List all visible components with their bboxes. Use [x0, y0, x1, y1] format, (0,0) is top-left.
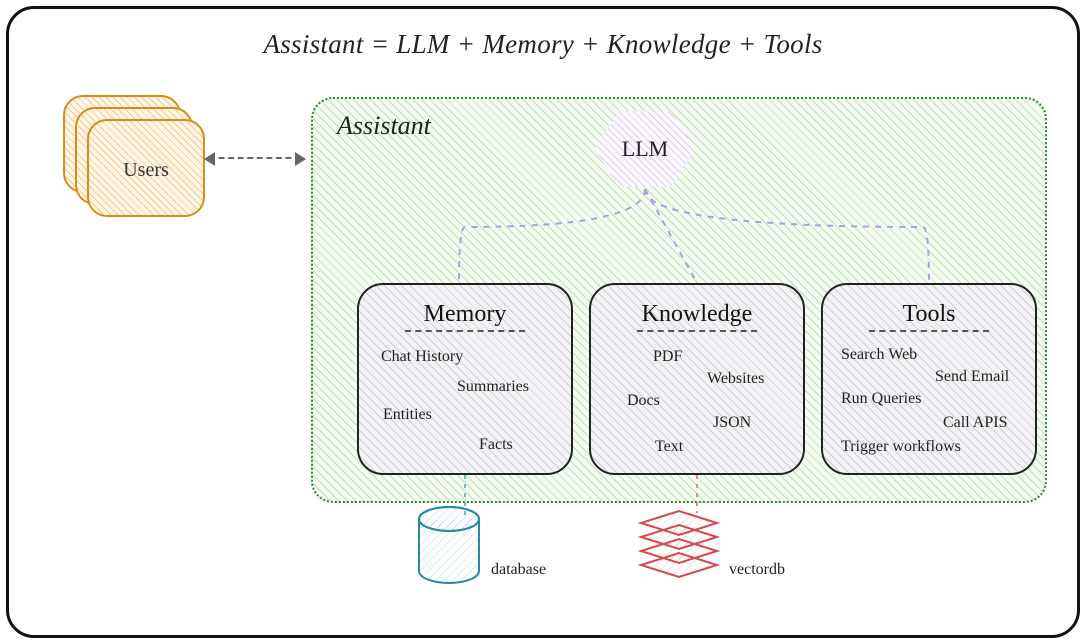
llm-node: LLM — [593, 109, 697, 189]
knowledge-item: JSON — [713, 414, 751, 432]
tools-underline — [869, 330, 989, 332]
assistant-label: Assistant — [337, 111, 431, 141]
knowledge-box: Knowledge PDF Websites Docs JSON Text — [589, 283, 805, 475]
knowledge-item: PDF — [653, 348, 682, 366]
tools-item: Trigger workflows — [841, 438, 961, 456]
memory-underline — [405, 330, 525, 332]
tools-item: Call APIS — [943, 414, 1007, 432]
llm-hexagon: LLM — [593, 109, 697, 189]
memory-item: Summaries — [457, 378, 529, 396]
tools-item: Search Web — [841, 346, 917, 364]
memory-items: Chat History Summaries Entities Facts — [371, 340, 559, 462]
vectordb-stack-icon — [629, 505, 729, 591]
tools-item: Run Queries — [841, 390, 921, 408]
database-node: database — [409, 505, 549, 605]
knowledge-item: Docs — [627, 392, 660, 410]
llm-label: LLM — [622, 136, 668, 162]
users-node: Users — [63, 95, 203, 215]
database-label: database — [491, 561, 546, 579]
memory-box: Memory Chat History Summaries Entities F… — [357, 283, 573, 475]
knowledge-title: Knowledge — [603, 301, 791, 328]
knowledge-item: Websites — [707, 370, 764, 388]
users-assistant-arrow — [209, 157, 301, 159]
diagram-title: Assistant = LLM + Memory + Knowledge + T… — [9, 29, 1077, 60]
users-label: Users — [89, 159, 203, 182]
memory-title: Memory — [371, 301, 559, 328]
tools-box: Tools Search Web Send Email Run Queries … — [821, 283, 1037, 475]
diagram-frame: Assistant = LLM + Memory + Knowledge + T… — [6, 6, 1080, 638]
memory-item: Entities — [383, 406, 432, 424]
database-cylinder-icon — [409, 505, 489, 589]
tools-item: Send Email — [935, 368, 1009, 386]
tools-items: Search Web Send Email Run Queries Call A… — [835, 340, 1023, 462]
knowledge-items: PDF Websites Docs JSON Text — [603, 340, 791, 462]
tools-title: Tools — [835, 301, 1023, 328]
vectordb-node: vectordb — [629, 505, 799, 605]
memory-item: Facts — [479, 436, 513, 454]
knowledge-item: Text — [655, 438, 683, 456]
vectordb-label: vectordb — [729, 561, 785, 579]
users-box-front: Users — [87, 119, 205, 217]
memory-item: Chat History — [381, 348, 463, 366]
knowledge-underline — [637, 330, 757, 332]
